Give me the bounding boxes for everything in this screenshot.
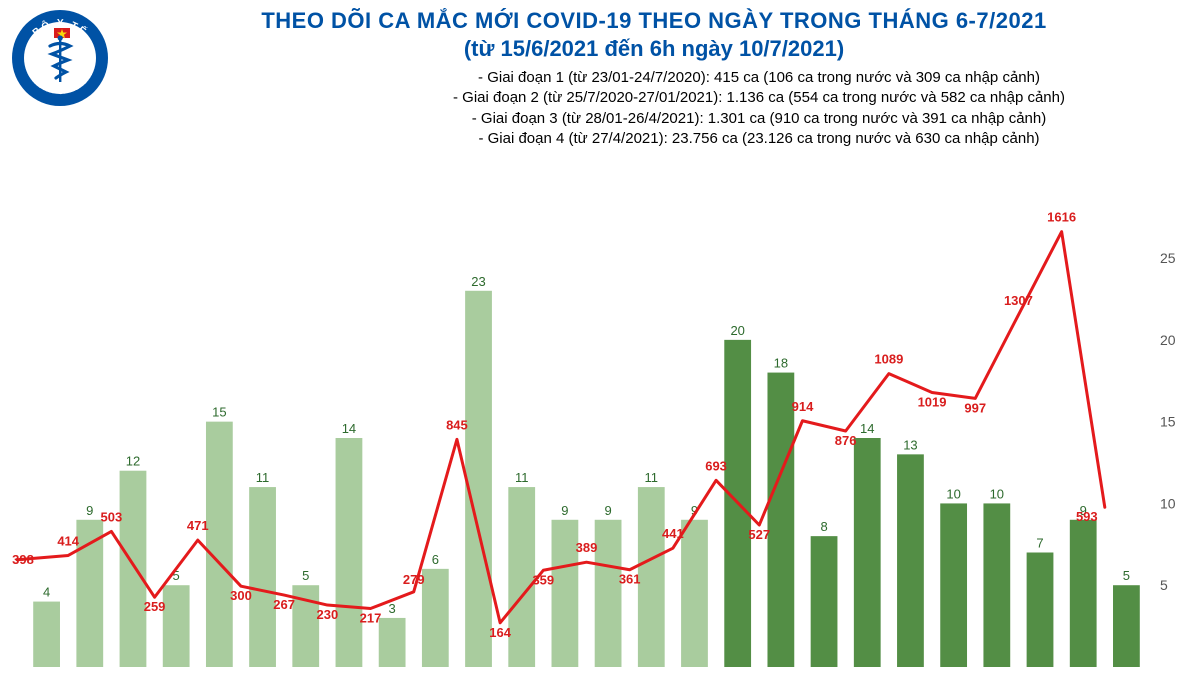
header-row: BỘ Y TẾ MINISTRY OF HEALTH THEO DÕI CA M…: [0, 0, 1198, 149]
bar-value-label: 9: [86, 503, 93, 518]
bar: [681, 520, 708, 667]
note-phase-1: - Giai đoạn 1 (từ 23/01-24/7/2020): 415 …: [330, 68, 1188, 88]
title-block: THEO DÕI CA MẮC MỚI COVID-19 THEO NGÀY T…: [120, 8, 1188, 149]
line-value-label: 389: [576, 540, 598, 555]
line-value-label: 593: [1076, 509, 1098, 524]
bar: [595, 520, 622, 667]
line-value-label: 693: [705, 458, 727, 473]
note-phase-2: - Giai đoạn 2 (từ 25/7/2020-27/01/2021):…: [330, 88, 1188, 108]
bar-value-label: 12: [126, 454, 140, 469]
phase-notes: - Giai đoạn 1 (từ 23/01-24/7/2020): 415 …: [330, 68, 1188, 149]
line-value-label: 1307: [1004, 293, 1033, 308]
line-value-label: 845: [446, 417, 468, 432]
bar-value-label: 10: [990, 486, 1004, 501]
line-value-label: 361: [619, 572, 641, 587]
line-value-label: 300: [230, 588, 252, 603]
line-value-label: 471: [187, 518, 209, 533]
bar-value-label: 5: [302, 568, 309, 583]
bar-value-label: 9: [604, 503, 611, 518]
ministry-logo: BỘ Y TẾ MINISTRY OF HEALTH: [10, 8, 110, 108]
covid-chart-svg: 510152025 491251511514362311991192018814…: [0, 199, 1198, 674]
bar: [508, 487, 535, 667]
bar-value-label: 23: [471, 274, 485, 289]
title-line-1: THEO DÕI CA MẮC MỚI COVID-19 THEO NGÀY T…: [120, 8, 1188, 34]
bar: [465, 291, 492, 667]
line-value-label: 279: [403, 572, 425, 587]
line-value-label: 1089: [874, 352, 903, 367]
bar: [552, 520, 579, 667]
bar-value-label: 7: [1036, 536, 1043, 551]
y-tick-label: 10: [1160, 495, 1176, 511]
bar: [422, 569, 449, 667]
bar-value-label: 18: [774, 356, 788, 371]
line-value-label: 398: [12, 552, 34, 567]
title-line-2: (từ 15/6/2021 đến 6h ngày 10/7/2021): [120, 36, 1188, 62]
line-value-label: 441: [662, 526, 684, 541]
bar: [638, 487, 665, 667]
bar: [767, 373, 794, 667]
bar-value-label: 13: [903, 437, 917, 452]
bar-value-label: 3: [389, 601, 396, 616]
bar-value-label: 11: [645, 470, 659, 485]
y-tick-label: 15: [1160, 414, 1176, 430]
line-value-label: 914: [792, 399, 814, 414]
line-value-label: 997: [964, 400, 986, 415]
note-phase-4: - Giai đoạn 4 (từ 27/4/2021): 23.756 ca …: [330, 129, 1188, 149]
bar: [249, 487, 276, 667]
bar: [120, 471, 147, 667]
y-axis-ticks: 5 10 15 20 25: [1160, 250, 1176, 593]
bar: [1070, 520, 1097, 667]
bar-value-label: 5: [1123, 568, 1130, 583]
chart-area: 510152025 491251511514362311991192018814…: [0, 199, 1198, 674]
bar: [206, 422, 233, 667]
line-value-label: 230: [316, 607, 338, 622]
bar-value-label: 14: [860, 421, 874, 436]
bar-value-label: 9: [561, 503, 568, 518]
y-tick-label: 5: [1160, 577, 1168, 593]
bar: [33, 602, 60, 667]
line-value-label: 217: [360, 611, 382, 626]
bar: [1027, 553, 1054, 668]
line-value-label: 1019: [918, 394, 947, 409]
bar: [379, 618, 406, 667]
bar-value-label: 20: [730, 323, 744, 338]
bar-value-label: 4: [43, 585, 50, 600]
bar-value-label: 11: [256, 470, 270, 485]
y-tick-label: 25: [1160, 250, 1176, 266]
bar-value-label: 10: [946, 486, 960, 501]
line-value-label: 164: [489, 625, 511, 640]
line-value-label: 876: [835, 433, 857, 448]
bar-value-label: 6: [432, 552, 439, 567]
line-value-label: 414: [57, 533, 79, 548]
line-value-label: 1616: [1047, 210, 1076, 225]
bar: [163, 585, 190, 667]
bar: [897, 454, 924, 667]
line-value-label: 359: [532, 572, 554, 587]
ministry-logo-svg: BỘ Y TẾ MINISTRY OF HEALTH: [10, 8, 110, 108]
bar-value-label: 15: [212, 405, 226, 420]
bar-value-label: 11: [515, 470, 529, 485]
bar-series: [33, 291, 1140, 667]
note-phase-3: - Giai đoạn 3 (từ 28/01-26/4/2021): 1.30…: [330, 109, 1188, 129]
line-value-label: 259: [144, 599, 166, 614]
bar: [336, 438, 363, 667]
bar: [940, 503, 967, 667]
bar: [1113, 585, 1140, 667]
line-value-label: 267: [273, 597, 295, 612]
bar: [854, 438, 881, 667]
bar-value-label: 14: [342, 421, 356, 436]
bar: [983, 503, 1010, 667]
bar: [811, 536, 838, 667]
line-value-label: 503: [101, 509, 123, 524]
line-value-label: 527: [748, 527, 770, 542]
bar-value-label: 8: [820, 519, 827, 534]
y-tick-label: 20: [1160, 332, 1176, 348]
